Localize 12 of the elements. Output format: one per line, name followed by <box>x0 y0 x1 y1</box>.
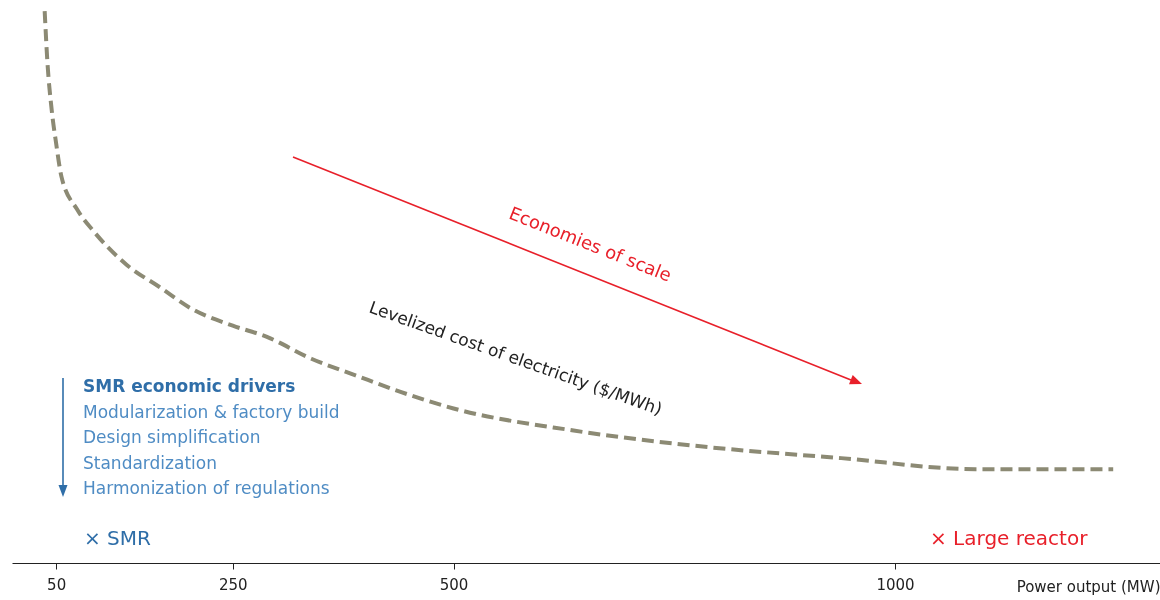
x-tick-label: 250 <box>218 575 248 594</box>
annotation: Harmonization of regulations <box>83 478 330 498</box>
annotation: SMR economic drivers <box>83 376 296 396</box>
annotation: Design simplification <box>83 427 261 447</box>
annotation: Standardization <box>83 452 217 473</box>
annotation: × SMR <box>84 526 152 550</box>
x-tick-label: 1000 <box>876 575 915 594</box>
x-axis-title: Power output (MW) <box>1016 577 1160 596</box>
x-tick-label: 500 <box>439 575 469 594</box>
annotation: × Large reactor <box>930 526 1089 550</box>
x-tick-label: 50 <box>47 575 67 594</box>
annotation: Modularization & factory build <box>83 401 340 422</box>
